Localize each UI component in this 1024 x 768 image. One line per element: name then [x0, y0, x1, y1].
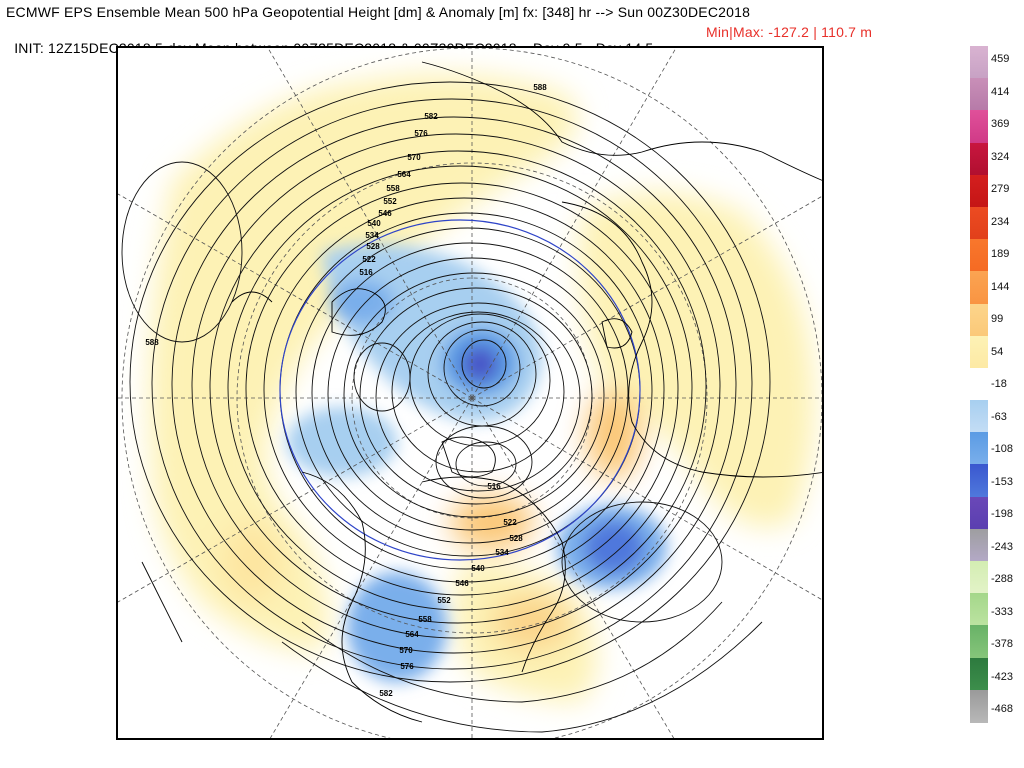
contour-label: 528	[366, 242, 380, 251]
map-title: ECMWF EPS Ensemble Mean 500 hPa Geopoten…	[6, 4, 751, 20]
colorbar-tick-label: 144	[991, 280, 1010, 293]
height-contours	[121, 81, 771, 733]
contour-label: 588	[533, 83, 547, 92]
contour-label: 540	[471, 564, 485, 573]
colorbar-tick-label: -288	[991, 573, 1014, 585]
contour-label: 582	[379, 689, 393, 698]
contour-label: 528	[509, 534, 523, 543]
colorbar-segment	[970, 206, 988, 240]
colorbar-segment	[970, 400, 988, 434]
anomaly-ridge-europe	[579, 192, 815, 527]
colorbar-segment	[970, 528, 988, 562]
negative-anomaly-shading	[287, 244, 667, 682]
contour-label: 558	[418, 615, 432, 624]
contour-label: 546	[378, 209, 392, 218]
colorbar-tick-label: -468	[991, 703, 1014, 715]
colorbar-tick-label: -153	[991, 475, 1014, 488]
contour-label-layer: 5885825765705645585525465405345285225165…	[145, 83, 547, 698]
coastlines	[141, 61, 822, 723]
colorbar-segment	[970, 110, 988, 144]
colorbar-segment	[970, 689, 988, 723]
contour-label: 582	[424, 112, 438, 121]
colorbar-tick-label: -108	[991, 443, 1014, 455]
contour-label: 564	[405, 630, 419, 639]
min-max-readout: Min|Max: -127.2 | 110.7 m	[706, 24, 873, 40]
polar-stereographic-map: 588 582 576 570 564 558 552 546 540 534 528 522 516 5…	[116, 46, 824, 740]
contour-label: 552	[383, 197, 397, 206]
colorbar-segment	[970, 496, 988, 530]
colorbar-segment	[970, 561, 988, 595]
colorbar-segment	[970, 239, 988, 273]
colorbar-tick-label: 279	[991, 183, 1010, 195]
anomaly-min-kara-core	[462, 346, 498, 382]
colorbar-segment	[970, 46, 988, 79]
colorbar-segment	[970, 271, 988, 305]
colorbar-segment	[970, 335, 988, 369]
contour-label: 552	[437, 596, 451, 605]
colorbar-tick-label: 414	[991, 85, 1010, 98]
colorbar-segment	[970, 625, 988, 659]
colorbar-tick-label: 234	[991, 215, 1010, 228]
contour-label: 576	[414, 129, 428, 138]
colorbar-segment	[970, 657, 988, 691]
reference-contour	[279, 219, 641, 561]
colorbar-tick-label: -423	[991, 670, 1014, 683]
contour-label: 588	[145, 338, 159, 347]
colorbar-tick-label: -198	[991, 508, 1014, 520]
anomaly-ridge-west	[149, 74, 578, 652]
anomaly-colorbar	[970, 46, 988, 723]
anomaly-max-canada	[450, 494, 534, 550]
colorbar-tick-label: -333	[991, 605, 1014, 618]
colorbar-segment	[970, 303, 988, 337]
contour-label: 534	[365, 231, 379, 240]
contour-label: 534	[495, 548, 509, 557]
positive-anomaly-shading	[149, 74, 815, 702]
contour-label: 522	[362, 255, 376, 264]
colorbar-tick-label: 459	[991, 53, 1010, 65]
map-canvas: 5885825765705645585525465405345285225165…	[118, 48, 822, 738]
colorbar-tick-label: 99	[991, 313, 1004, 325]
colorbar-segment	[970, 142, 988, 176]
contour-label: 564	[397, 170, 411, 179]
anomaly-trough-west-us	[347, 572, 447, 682]
contour-label: 546	[455, 579, 469, 588]
colorbar-segment	[970, 367, 988, 401]
contour-label: 516	[487, 482, 501, 491]
colorbar-segment	[970, 593, 988, 627]
colorbar-segment	[970, 78, 988, 112]
contour-label: 570	[407, 153, 421, 162]
anomaly-max-atlantic	[222, 522, 282, 602]
contour-label: 576	[400, 662, 414, 671]
colorbar-tick-label: -63	[991, 410, 1007, 423]
contour-label: 558	[386, 184, 400, 193]
contour-label: 516	[359, 268, 373, 277]
colorbar-tick-label: -18	[991, 378, 1007, 390]
colorbar-tick-label: 54	[991, 345, 1004, 358]
colorbar-tick-label: 369	[991, 118, 1010, 130]
colorbar-tick-label: 189	[991, 248, 1010, 260]
anomaly-trough-pacific	[287, 407, 397, 477]
colorbar-segment	[970, 432, 988, 466]
colorbar-segment	[970, 464, 988, 498]
contour-label: 522	[503, 518, 517, 527]
colorbar-tick-label: 324	[991, 150, 1010, 163]
anomaly-trough-atlantic-core	[584, 521, 644, 573]
colorbar-segment	[970, 174, 988, 208]
colorbar-tick-label: -243	[991, 540, 1014, 553]
contour-label: 570	[399, 646, 413, 655]
colorbar-tick-label: -378	[991, 638, 1014, 650]
contour-label: 540	[367, 219, 381, 228]
